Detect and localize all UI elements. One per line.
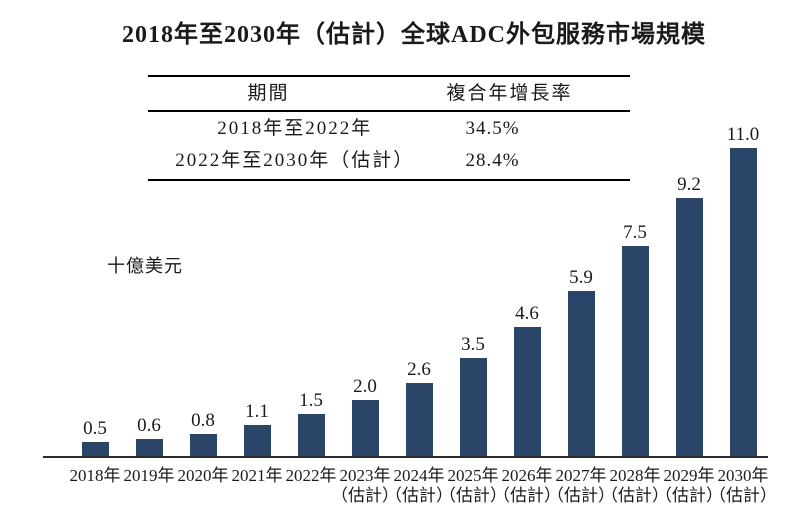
bar-value-label: 0.5 [83, 418, 107, 439]
x-tick-year: 2020年 [177, 466, 229, 485]
x-tick-estimate-note: （估計） [385, 486, 453, 505]
bar [405, 383, 433, 456]
x-tick-label: 2023年 （估計） [325, 466, 405, 506]
bar [567, 291, 595, 456]
cagr-table-header-period: 期間 [247, 83, 290, 104]
x-tick-estimate-note: （估計） [601, 486, 669, 505]
period-cell: 2022年至2030年（估計） [175, 150, 415, 171]
bar-value-label: 1.1 [245, 401, 269, 422]
x-axis-line [43, 456, 768, 458]
bar [513, 327, 541, 456]
x-tick-year: 2018年 [69, 466, 121, 485]
x-tick-year: 2025年 [447, 466, 499, 485]
x-tick-estimate-note: （估計） [655, 486, 723, 505]
x-tick-year: 2021年 [231, 466, 283, 485]
bar-value-label: 4.6 [515, 303, 539, 324]
bar [297, 414, 325, 456]
x-tick-year: 2023年 [339, 466, 391, 485]
x-tick-year: 2030年 [717, 466, 769, 485]
x-tick-year: 2024年 [393, 466, 445, 485]
x-tick-label: 2026年 （估計） [487, 466, 567, 506]
bar-value-label: 3.5 [461, 334, 485, 355]
bar-value-label: 2.0 [353, 376, 377, 397]
table-row: 2022年至2030年（估計） 28.4% [148, 145, 630, 177]
bar [81, 442, 109, 456]
x-tick-estimate-note: （估計） [493, 486, 561, 505]
cagr-table-body: 2018年至2022年 34.5% 2022年至2030年（估計） 28.4% [148, 112, 630, 179]
bar [621, 246, 649, 456]
x-tick-estimate-note: （估計） [331, 486, 399, 505]
cagr-table: 期間 複合年增長率 2018年至2022年 34.5% 2022年至2030年（… [148, 75, 630, 181]
bar [243, 425, 271, 456]
rate-cell: 28.4% [465, 150, 520, 171]
bar-value-label: 0.6 [137, 415, 161, 436]
x-tick-label: 2020年 [163, 466, 243, 486]
bar [351, 400, 379, 456]
cagr-table-header-rate: 複合年增長率 [446, 83, 573, 104]
x-tick-estimate-note: （估計） [709, 486, 777, 505]
bar [729, 148, 757, 456]
x-tick-label: 2030年 （估計） [703, 466, 783, 506]
x-tick-label: 2019年 [109, 466, 189, 486]
bar-value-label: 0.8 [191, 410, 215, 431]
table-row: 2018年至2022年 34.5% [148, 113, 630, 145]
x-tick-estimate-note: （估計） [547, 486, 615, 505]
x-tick-label: 2029年 （估計） [649, 466, 729, 506]
bar [459, 358, 487, 456]
y-axis-unit-label: 十億美元 [107, 256, 183, 276]
bar-value-label: 1.5 [299, 390, 323, 411]
x-tick-year: 2022年 [285, 466, 337, 485]
bar-value-label: 11.0 [726, 124, 760, 145]
period-cell: 2018年至2022年 [217, 118, 373, 139]
cagr-table-header-row: 期間 複合年增長率 [148, 77, 630, 112]
bar [135, 439, 163, 456]
bar-value-label: 2.6 [407, 359, 431, 380]
x-tick-label: 2022年 [271, 466, 351, 486]
x-tick-year: 2026年 [501, 466, 553, 485]
bar-value-label: 7.5 [623, 222, 647, 243]
x-tick-label: 2028年 （估計） [595, 466, 675, 506]
x-tick-label: 2025年 （估計） [433, 466, 513, 506]
x-tick-year: 2027年 [555, 466, 607, 485]
x-tick-label: 2027年 （估計） [541, 466, 621, 506]
x-tick-year: 2028年 [609, 466, 661, 485]
x-tick-year: 2019年 [123, 466, 175, 485]
x-tick-label: 2024年 （估計） [379, 466, 459, 506]
x-tick-year: 2029年 [663, 466, 715, 485]
bar [675, 198, 703, 456]
rate-cell: 34.5% [465, 118, 520, 139]
chart-title: 2018年至2030年（估計）全球ADC外包服務市場規模 [122, 22, 706, 48]
x-tick-estimate-note: （估計） [439, 486, 507, 505]
bar-value-label: 5.9 [569, 267, 593, 288]
x-tick-label: 2021年 [217, 466, 297, 486]
bar [189, 434, 217, 456]
x-tick-label: 2018年 [55, 466, 135, 486]
bar-value-label: 9.2 [677, 174, 701, 195]
